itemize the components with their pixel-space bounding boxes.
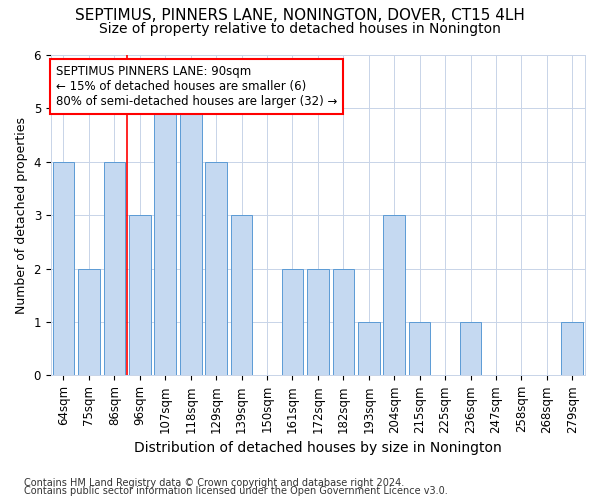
Text: Contains public sector information licensed under the Open Government Licence v3: Contains public sector information licen… (24, 486, 448, 496)
Bar (383, 215, 405, 376)
Text: SEPTIMUS PINNERS LANE: 90sqm
← 15% of detached houses are smaller (6)
80% of sem: SEPTIMUS PINNERS LANE: 90sqm ← 15% of de… (56, 64, 337, 108)
Bar (409, 322, 430, 376)
Bar (562, 322, 583, 376)
Text: SEPTIMUS, PINNERS LANE, NONINGTON, DOVER, CT15 4LH: SEPTIMUS, PINNERS LANE, NONINGTON, DOVER… (75, 8, 525, 22)
Bar (104, 162, 125, 376)
Bar (53, 162, 74, 376)
Bar (332, 268, 354, 376)
X-axis label: Distribution of detached houses by size in Nonington: Distribution of detached houses by size … (134, 441, 502, 455)
Bar (129, 215, 151, 376)
Y-axis label: Number of detached properties: Number of detached properties (15, 116, 28, 314)
Bar (205, 162, 227, 376)
Bar (180, 108, 202, 376)
Bar (231, 215, 253, 376)
Bar (281, 268, 303, 376)
Bar (154, 108, 176, 376)
Text: Contains HM Land Registry data © Crown copyright and database right 2024.: Contains HM Land Registry data © Crown c… (24, 478, 404, 488)
Bar (307, 268, 329, 376)
Bar (78, 268, 100, 376)
Bar (358, 322, 380, 376)
Text: Size of property relative to detached houses in Nonington: Size of property relative to detached ho… (99, 22, 501, 36)
Bar (460, 322, 481, 376)
